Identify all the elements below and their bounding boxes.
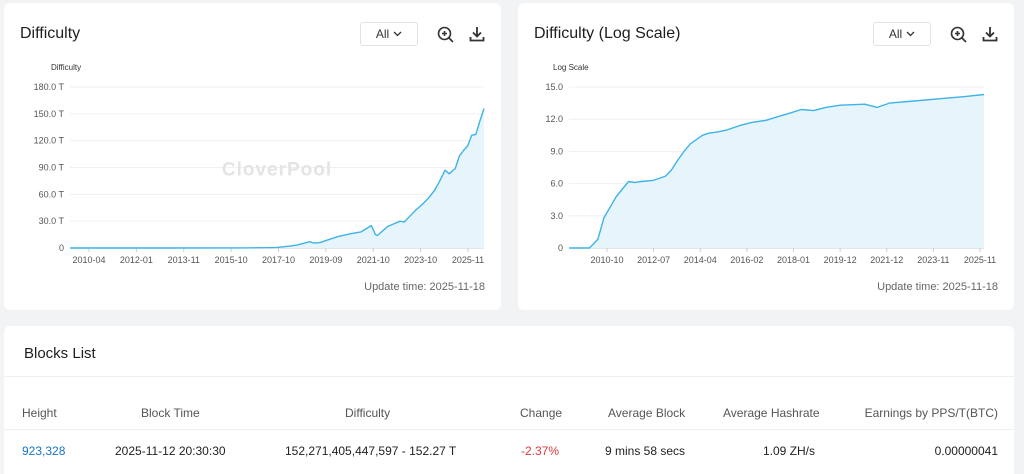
y-tick-label: 12.0 [545, 114, 563, 124]
col-header-block-time: Block Time [141, 406, 200, 420]
card-title: Difficulty (Log Scale) [534, 25, 681, 42]
download-icon[interactable] [467, 24, 487, 44]
y-tick-label: 0 [558, 243, 563, 253]
x-tick-label: 2013-11 [168, 255, 200, 265]
difficulty-card: Difficulty All Difficulty 0 30.0 T 60.0 T 90… [4, 3, 501, 310]
col-header-difficulty: Difficulty [345, 406, 391, 420]
range-select-value: All [888, 27, 903, 41]
x-tick-label: 2023-10 [404, 255, 437, 265]
series-area [70, 108, 484, 248]
block-height-link[interactable]: 923,328 [22, 444, 66, 458]
x-tick-label: 2012-07 [637, 255, 670, 265]
y-tick-label: 30.0 T [39, 216, 65, 226]
y-tick-label: 180.0 T [34, 82, 65, 92]
difficulty-chart: Difficulty 0 30.0 T 60.0 T 90.0 T 120.0 T 150.… [34, 63, 485, 265]
blocks-list-card: Blocks List Height Block Time Difficulty… [4, 326, 1014, 474]
series-area [569, 94, 984, 248]
x-tick-label: 2021-10 [357, 255, 390, 265]
y-tick-label: 150.0 T [34, 109, 65, 119]
x-tick-label: 2019-09 [309, 255, 342, 265]
x-tick-label: 2010-04 [72, 255, 105, 265]
divider [4, 376, 1014, 377]
difficulty-log-card: Difficulty (Log Scale) All Log Scale 0 3.0… [518, 3, 1014, 310]
block-time: 2025-11-12 20:30:30 [115, 444, 226, 458]
col-header-height: Height [22, 406, 57, 420]
y-tick-label: 120.0 T [34, 136, 65, 146]
zoom-in-icon[interactable] [435, 24, 455, 44]
y-axis-label: Log Scale [553, 63, 589, 72]
y-tick-label: 3.0 [550, 211, 563, 221]
section-title: Blocks List [24, 345, 96, 362]
x-tick-label: 2025-11 [452, 255, 484, 265]
x-tick-label: 2010-10 [590, 255, 623, 265]
col-header-average-block: Average Block [608, 406, 686, 420]
difficulty-log-chart: Log Scale 0 3.0 6.0 9.0 12.0 15.0 2010-10 2012-0… [545, 63, 996, 265]
x-tick-label: 2015-10 [215, 255, 248, 265]
x-tick-label: 2017-10 [262, 255, 295, 265]
chart-toolbar: All [873, 22, 1000, 46]
difficulty-change: -2.37% [521, 444, 560, 458]
x-tick-label: 2023-11 [917, 255, 949, 265]
chevron-down-icon [393, 31, 402, 37]
average-hashrate: 1.09 ZH/s [763, 444, 816, 458]
x-tick-label: 2021-12 [870, 255, 903, 265]
y-tick-label: 90.0 T [39, 163, 65, 173]
series-line [569, 93, 985, 249]
y-tick-label: 6.0 [550, 179, 563, 189]
x-tick-label: 2025-11 [964, 255, 996, 265]
y-tick-label: 60.0 T [39, 189, 65, 199]
earnings-pps: 0.00000041 [934, 444, 998, 458]
zoom-in-icon[interactable] [948, 24, 968, 44]
update-time: Update time: 2025-11-18 [364, 281, 485, 293]
y-axis-label: Difficulty [51, 63, 81, 72]
x-tick-label: 2014-04 [684, 255, 717, 265]
x-tick-label: 2012-01 [120, 255, 153, 265]
col-header-average-hashrate: Average Hashrate [723, 406, 820, 420]
divider [4, 429, 1014, 430]
watermark: CloverPool [222, 160, 332, 181]
update-time: Update time: 2025-11-18 [877, 281, 998, 293]
x-tick-label: 2018-01 [777, 255, 810, 265]
col-header-change: Change [520, 406, 563, 420]
y-tick-label: 0 [59, 243, 64, 253]
y-tick-label: 9.0 [550, 146, 563, 156]
card-title: Difficulty [20, 25, 81, 42]
series-line [70, 108, 485, 249]
x-tick-label: 2019-12 [824, 255, 857, 265]
x-tick-label: 2016-02 [730, 255, 763, 265]
range-select-value: All [375, 27, 390, 41]
range-select[interactable]: All [360, 22, 418, 46]
col-header-earnings: Earnings by PPS/T(BTC) [864, 406, 998, 420]
download-icon[interactable] [980, 24, 1000, 44]
y-tick-label: 15.0 [545, 82, 563, 92]
block-difficulty: 152,271,405,447,597 - 152.27 T [285, 444, 457, 458]
chart-toolbar: All [360, 22, 487, 46]
range-select[interactable]: All [873, 22, 931, 46]
chevron-down-icon [906, 31, 915, 37]
average-block: 9 mins 58 secs [605, 444, 686, 458]
